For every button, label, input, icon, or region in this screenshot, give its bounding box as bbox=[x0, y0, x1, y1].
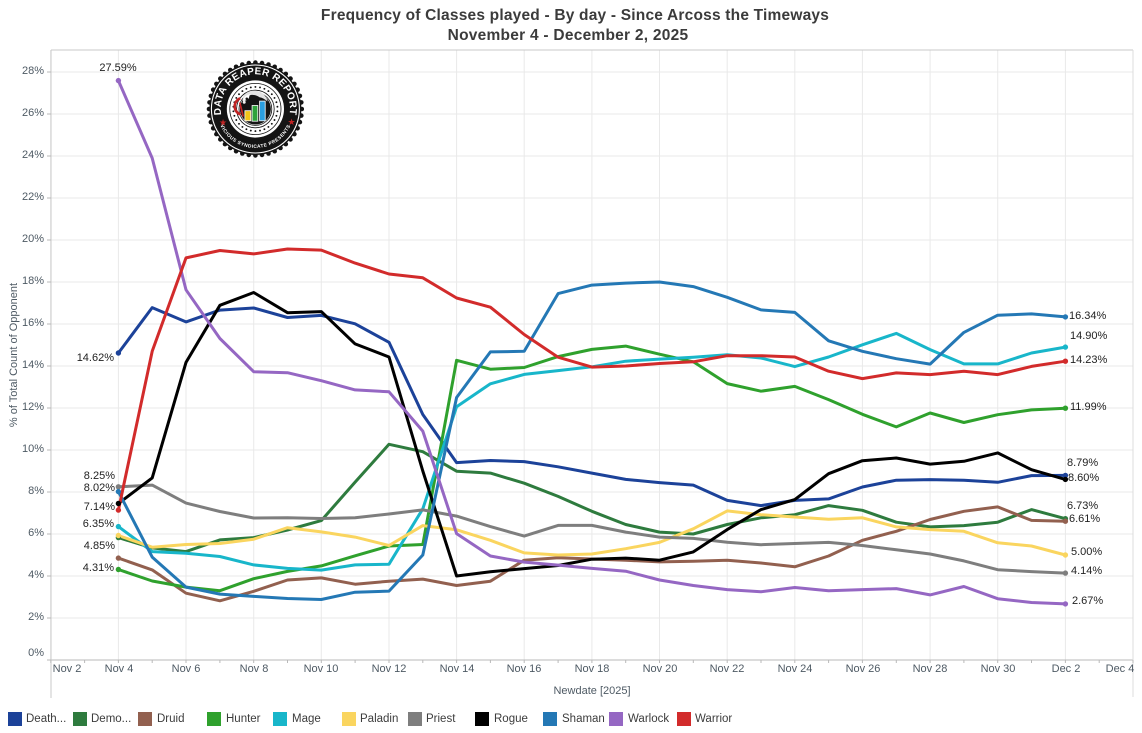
svg-text:★: ★ bbox=[288, 117, 296, 127]
svg-text:★: ★ bbox=[219, 118, 227, 128]
